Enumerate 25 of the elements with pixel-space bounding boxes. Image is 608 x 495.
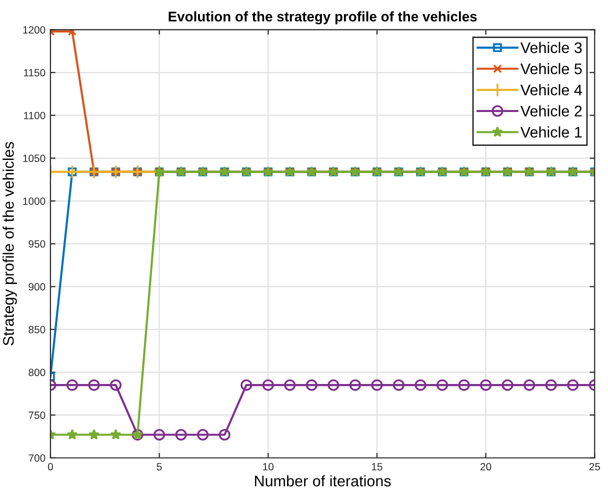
y-tick-label: 1150 [24, 69, 46, 76]
y-axis-title: Strategy profile of the vehicles [2, 142, 17, 346]
legend-label: Vehicle 1 [520, 126, 582, 138]
x-tick-label: 0 [48, 463, 53, 470]
x-tick-label: 5 [156, 463, 162, 470]
y-tick-label: 1100 [24, 112, 46, 120]
y-tick-label: 800 [28, 368, 46, 376]
y-tick-label: 900 [28, 283, 46, 290]
chart-title: Evolution of the strategy profile of the vehicles [168, 11, 477, 24]
x-tick-label: 15 [372, 463, 382, 470]
y-tick-label: 1000 [23, 197, 46, 205]
legend-label: Vehicle 2 [520, 105, 582, 116]
x-axis-title: Number of iterations [255, 475, 391, 486]
x-tick-label: 10 [263, 463, 274, 470]
y-tick-label: 1050 [23, 154, 46, 162]
y-tick-label: 1200 [23, 26, 46, 34]
y-tick-label: 700 [28, 454, 46, 462]
y-tick-label: 750 [28, 412, 46, 419]
legend-label: Vehicle 4 [520, 84, 582, 96]
legend-label: Vehicle 3 [520, 42, 582, 54]
y-tick-label: 950 [28, 240, 46, 248]
x-tick-label: 20 [480, 463, 492, 470]
legend-label: Vehicle 5 [520, 63, 582, 74]
y-tick-label: 850 [28, 326, 46, 334]
x-tick-label: 25 [589, 463, 600, 470]
